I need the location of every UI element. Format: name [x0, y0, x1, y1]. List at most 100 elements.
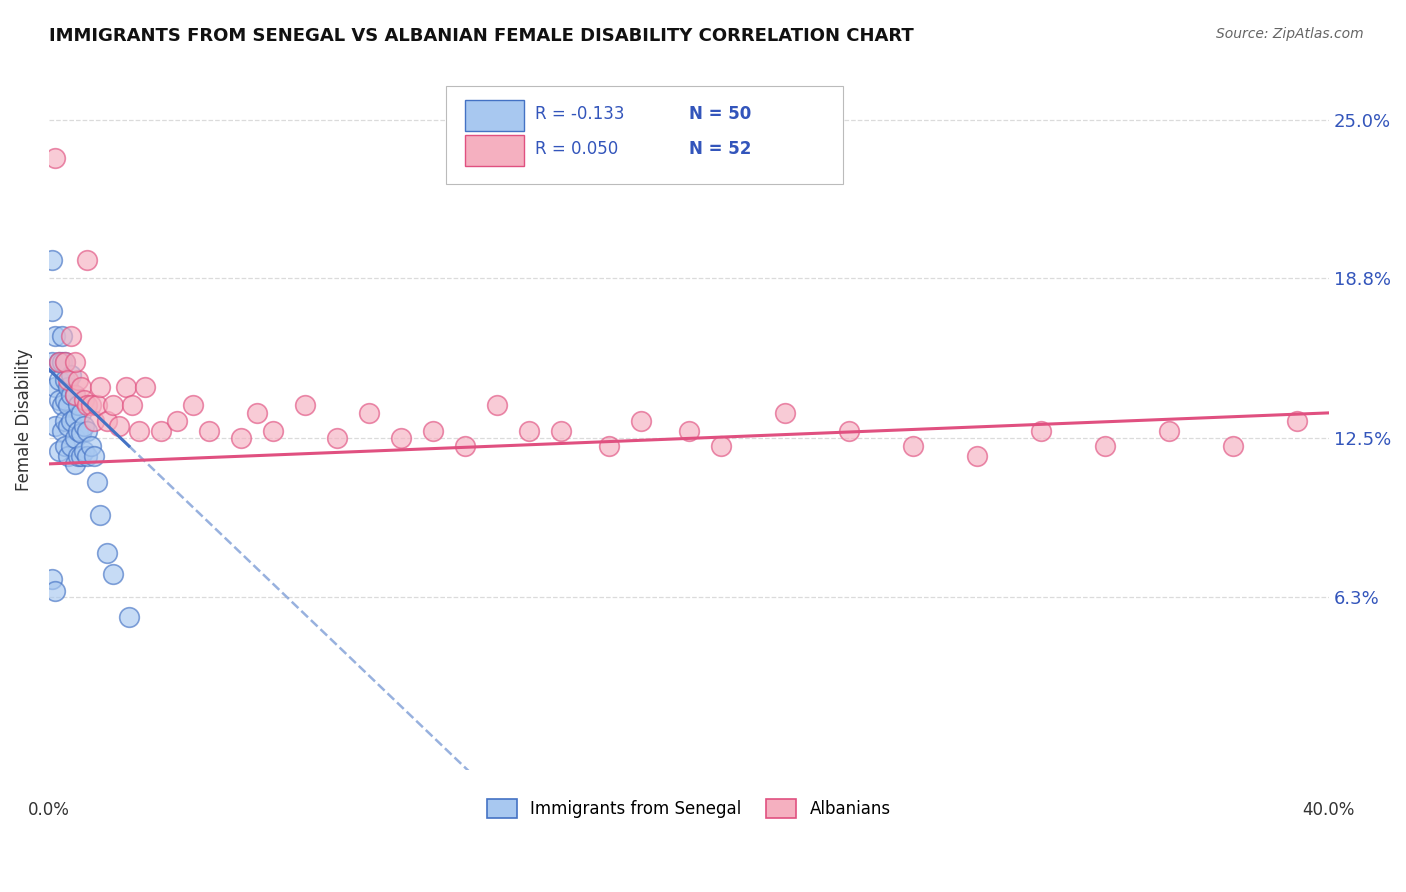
Point [678, 424, 700, 438]
Point [149, 424, 172, 438]
Point [710, 439, 733, 453]
Text: IMMIGRANTS FROM SENEGAL VS ALBANIAN FEMALE DISABILITY CORRELATION CHART: IMMIGRANTS FROM SENEGAL VS ALBANIAN FEMA… [49, 27, 914, 45]
Point [53, 373, 76, 387]
Point [48, 355, 70, 369]
Point [70, 380, 93, 394]
Point [838, 424, 860, 438]
Text: 40.0%: 40.0% [1303, 801, 1355, 819]
Point [598, 439, 620, 453]
Point [53, 355, 76, 369]
Point [89, 380, 111, 394]
Text: N = 50: N = 50 [689, 105, 751, 123]
Legend: Immigrants from Senegal, Albanians: Immigrants from Senegal, Albanians [481, 792, 897, 825]
Point [44, 329, 66, 343]
Point [101, 398, 124, 412]
Point [41, 303, 63, 318]
Text: R = -0.133: R = -0.133 [536, 105, 624, 123]
Point [63, 388, 86, 402]
Point [121, 398, 143, 412]
Point [60, 413, 83, 427]
Point [89, 508, 111, 522]
Point [53, 413, 76, 427]
Point [114, 380, 136, 394]
Point [76, 449, 98, 463]
Point [66, 398, 89, 412]
Point [76, 252, 98, 267]
Point [76, 424, 98, 438]
Point [70, 426, 93, 441]
Point [41, 572, 63, 586]
Point [326, 431, 349, 445]
Point [86, 398, 108, 412]
Point [63, 431, 86, 445]
Point [76, 398, 98, 412]
Point [48, 355, 70, 369]
Point [66, 424, 89, 438]
Point [56, 418, 79, 433]
Text: 0.0%: 0.0% [28, 801, 70, 819]
Point [60, 329, 83, 343]
Point [773, 406, 796, 420]
Point [357, 406, 380, 420]
Point [246, 406, 269, 420]
Point [229, 431, 252, 445]
Point [485, 398, 508, 412]
Point [51, 398, 73, 412]
Text: N = 52: N = 52 [689, 140, 751, 158]
Point [66, 373, 89, 387]
FancyBboxPatch shape [465, 136, 524, 166]
Point [134, 380, 156, 394]
Point [44, 418, 66, 433]
Point [454, 439, 477, 453]
Point [63, 411, 86, 425]
Point [108, 418, 131, 433]
Point [56, 373, 79, 387]
Point [966, 449, 988, 463]
Point [901, 439, 924, 453]
Point [166, 413, 188, 427]
Point [294, 398, 316, 412]
Point [73, 393, 96, 408]
Point [56, 449, 79, 463]
Point [63, 388, 86, 402]
Point [44, 151, 66, 165]
Point [60, 439, 83, 453]
Point [96, 413, 118, 427]
Point [70, 406, 93, 420]
Text: R = 0.050: R = 0.050 [536, 140, 619, 158]
Point [73, 444, 96, 458]
Point [96, 546, 118, 560]
Point [1157, 424, 1180, 438]
Point [517, 424, 540, 438]
Point [79, 439, 101, 453]
Point [181, 398, 204, 412]
Point [56, 380, 79, 394]
Point [118, 610, 141, 624]
Point [51, 355, 73, 369]
Point [48, 373, 70, 387]
Point [630, 413, 652, 427]
Point [56, 398, 79, 412]
FancyBboxPatch shape [446, 86, 842, 185]
Text: Source: ZipAtlas.com: Source: ZipAtlas.com [1216, 27, 1364, 41]
Point [51, 329, 73, 343]
Point [79, 398, 101, 412]
Point [53, 393, 76, 408]
Point [44, 584, 66, 599]
Point [550, 424, 572, 438]
Point [63, 355, 86, 369]
Point [1029, 424, 1052, 438]
Point [48, 444, 70, 458]
Point [70, 449, 93, 463]
Point [1094, 439, 1116, 453]
Point [83, 449, 105, 463]
Point [53, 439, 76, 453]
Point [389, 431, 412, 445]
Point [51, 424, 73, 438]
Point [83, 413, 105, 427]
Point [60, 368, 83, 382]
Y-axis label: Female Disability: Female Disability [15, 348, 32, 491]
Point [53, 355, 76, 369]
Point [63, 457, 86, 471]
Point [44, 380, 66, 394]
